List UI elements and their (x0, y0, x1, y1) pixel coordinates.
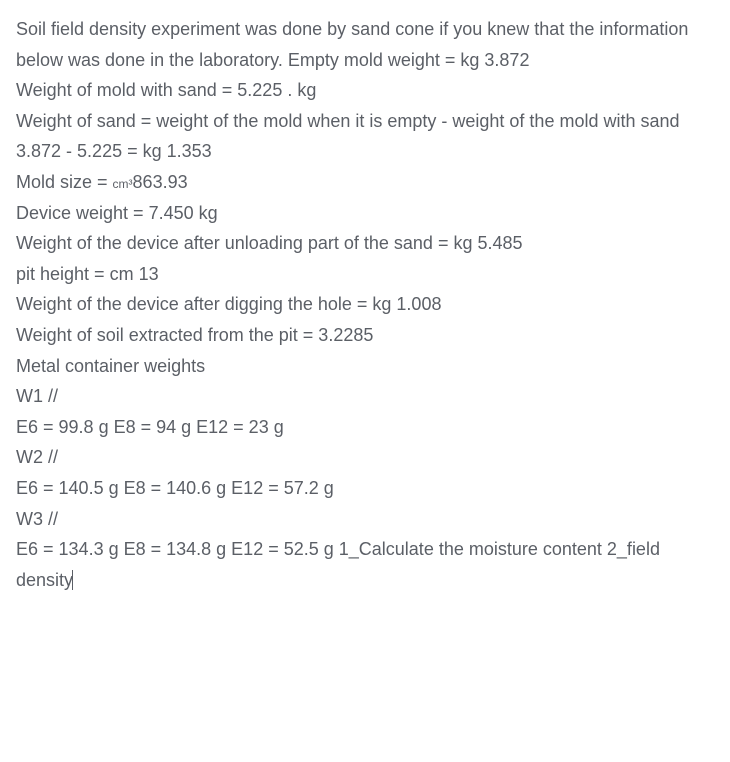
final-line-text: E6 = 134.3 g E8 = 134.8 g E12 = 52.5 g 1… (16, 539, 660, 590)
line-mold-with-sand: Weight of mold with sand = 5.225 . kg (16, 75, 714, 106)
mold-size-value: 863.93 (133, 172, 188, 192)
intro-paragraph: Soil field density experiment was done b… (16, 14, 714, 75)
mold-size-label: Mold size = (16, 172, 113, 192)
text-cursor (72, 570, 73, 590)
line-w2: W2 // (16, 442, 714, 473)
line-weight-of-sand-def: Weight of sand = weight of the mold when… (16, 106, 714, 137)
line-w1-values: E6 = 99.8 g E8 = 94 g E12 = 23 g (16, 412, 714, 443)
line-soil-extracted: Weight of soil extracted from the pit = … (16, 320, 714, 351)
line-container-heading: Metal container weights (16, 351, 714, 382)
line-mold-size: Mold size = cm³863.93 (16, 167, 714, 198)
line-device-weight: Device weight = 7.450 kg (16, 198, 714, 229)
line-device-after-dig: Weight of the device after digging the h… (16, 289, 714, 320)
line-w2-values: E6 = 140.5 g E8 = 140.6 g E12 = 57.2 g (16, 473, 714, 504)
line-w3-values-and-question: E6 = 134.3 g E8 = 134.8 g E12 = 52.5 g 1… (16, 534, 714, 595)
line-sand-calc: 3.872 - 5.225 = kg 1.353 (16, 136, 714, 167)
line-w1: W1 // (16, 381, 714, 412)
line-pit-height: pit height = cm 13 (16, 259, 714, 290)
mold-size-unit: cm³ (113, 177, 133, 191)
line-device-unloading: Weight of the device after unloading par… (16, 228, 714, 259)
problem-text: Soil field density experiment was done b… (16, 14, 714, 595)
line-w3: W3 // (16, 504, 714, 535)
